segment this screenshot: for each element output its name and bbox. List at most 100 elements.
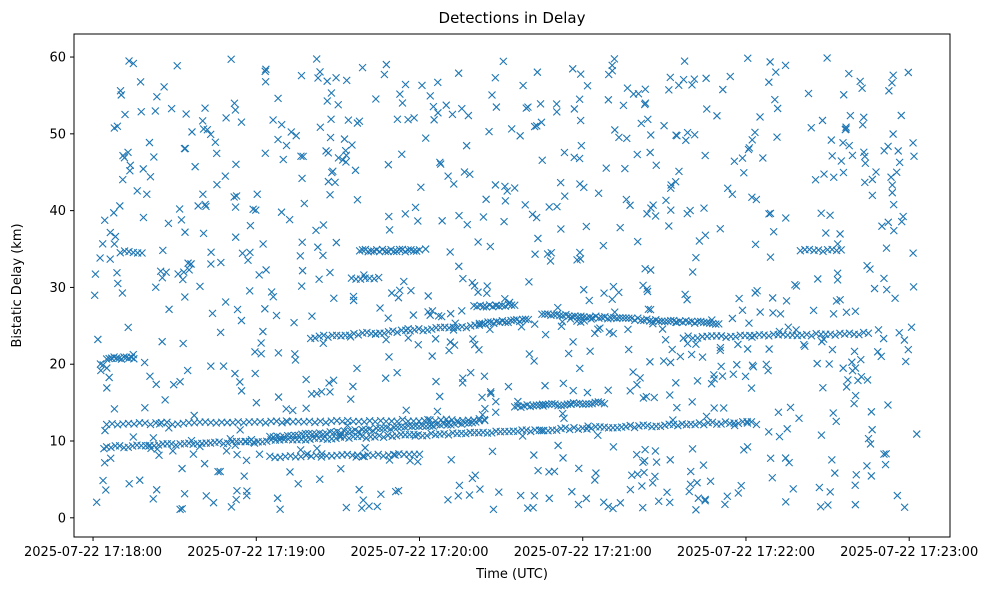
data-point	[717, 420, 726, 428]
data-point	[277, 120, 286, 129]
data-point	[546, 257, 555, 265]
data-point	[796, 246, 805, 255]
data-point	[884, 401, 892, 409]
data-point	[524, 315, 533, 324]
data-point	[749, 362, 758, 371]
data-point	[775, 432, 784, 441]
data-point	[612, 314, 621, 323]
data-point	[269, 292, 278, 301]
data-point	[547, 311, 555, 320]
data-point	[232, 192, 241, 200]
data-point	[594, 398, 603, 406]
data-point	[666, 455, 675, 464]
data-point	[158, 337, 167, 346]
data-point	[532, 401, 541, 410]
data-point	[685, 487, 694, 496]
data-point	[615, 313, 624, 322]
data-point	[574, 500, 583, 509]
data-point	[561, 424, 570, 432]
data-point	[200, 459, 209, 468]
data-point	[152, 92, 161, 101]
data-point	[629, 368, 637, 376]
data-point	[679, 75, 688, 84]
data-point	[525, 277, 533, 286]
data-point	[721, 418, 730, 426]
data-point	[163, 418, 171, 427]
data-point	[198, 116, 207, 125]
data-point	[882, 285, 891, 294]
data-point	[385, 226, 394, 234]
data-point	[158, 246, 167, 255]
data-point	[291, 356, 300, 364]
data-point	[747, 418, 756, 426]
data-point	[756, 113, 764, 121]
data-point	[841, 125, 850, 134]
data-point	[545, 494, 554, 503]
data-point	[401, 209, 410, 218]
data-point	[807, 123, 816, 132]
data-point	[316, 123, 325, 132]
data-point	[552, 426, 561, 435]
data-point	[691, 420, 700, 429]
data-point	[155, 451, 163, 460]
data-point	[401, 80, 410, 89]
data-point	[664, 222, 673, 230]
data-point	[823, 54, 832, 62]
data-point	[593, 431, 602, 440]
data-point	[399, 277, 408, 286]
data-point	[237, 118, 246, 126]
data-point	[384, 212, 393, 221]
data-point	[353, 364, 361, 373]
data-point	[332, 73, 340, 82]
data-point	[824, 501, 832, 509]
data-point	[848, 151, 857, 160]
data-point	[316, 67, 324, 76]
data-point	[433, 407, 442, 416]
data-point	[465, 491, 474, 499]
data-point	[398, 99, 407, 107]
data-point	[290, 431, 299, 440]
data-point	[669, 420, 678, 429]
data-point	[665, 498, 674, 507]
data-point	[334, 153, 343, 162]
data-point	[142, 190, 151, 199]
data-point	[734, 340, 742, 349]
data-point	[507, 301, 516, 309]
data-point	[585, 400, 593, 408]
data-point	[867, 407, 876, 416]
data-point	[716, 346, 725, 355]
data-point	[646, 357, 654, 366]
data-point	[255, 450, 264, 459]
data-point	[323, 97, 332, 105]
data-point	[455, 481, 464, 490]
data-point	[242, 456, 251, 465]
data-point	[482, 195, 490, 204]
data-point	[394, 293, 403, 302]
data-point	[488, 447, 497, 456]
data-point	[424, 292, 433, 300]
data-point	[189, 450, 198, 459]
data-point	[315, 275, 323, 284]
x-tick-label: 2025-07-22 17:18:00	[24, 545, 162, 560]
data-point	[839, 138, 847, 147]
data-point	[700, 204, 708, 212]
data-point	[636, 316, 645, 325]
data-point	[207, 248, 215, 257]
data-point	[465, 170, 474, 179]
data-point	[179, 268, 188, 277]
data-point	[369, 451, 377, 460]
data-point	[146, 420, 155, 429]
data-point	[462, 323, 471, 332]
data-point	[435, 392, 444, 401]
data-point	[781, 454, 790, 462]
data-point	[169, 380, 178, 389]
data-point	[568, 64, 577, 73]
data-point	[167, 439, 176, 448]
data-point	[298, 174, 306, 183]
data-point	[846, 111, 855, 120]
data-point	[129, 59, 138, 68]
data-point	[832, 417, 841, 426]
data-point	[230, 99, 239, 108]
data-point	[594, 189, 603, 198]
data-point	[315, 475, 324, 484]
